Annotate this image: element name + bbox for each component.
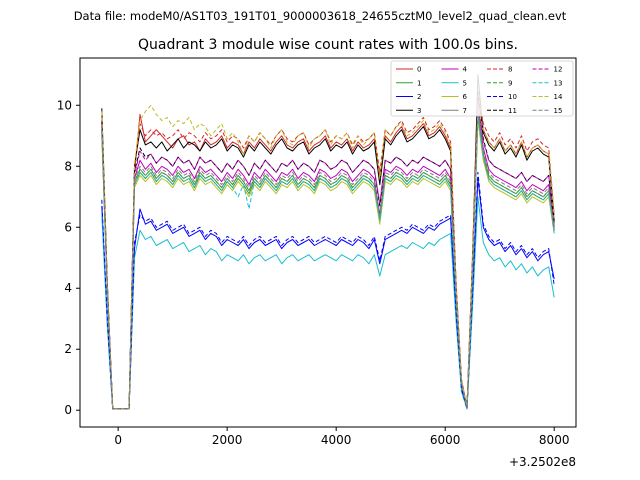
legend-label-5: 5 [463, 79, 467, 87]
y-tick-label-2: 2 [64, 342, 72, 356]
series-line-2 [101, 178, 555, 410]
legend-box [390, 60, 574, 117]
x-axis: 0 2000 4000 6000 8000 [114, 427, 569, 447]
y-tick-label-4: 4 [64, 281, 72, 295]
figure-suptitle: Data file: modeM0/AS1T03_191T01_90000036… [74, 9, 567, 23]
x-tick-label-4000: 4000 [321, 433, 352, 447]
legend-label-6: 6 [463, 93, 468, 101]
legend-label-1: 1 [417, 79, 421, 87]
legend-label-12: 12 [554, 66, 563, 74]
x-offset-label: +3.2502e8 [509, 455, 576, 469]
series-line-13 [101, 117, 555, 410]
legend-label-10: 10 [508, 93, 517, 101]
legend-label-9: 9 [508, 79, 512, 87]
legend-label-13: 13 [554, 79, 563, 87]
x-tick-label-6000: 6000 [430, 433, 461, 447]
legend-label-2: 2 [417, 93, 421, 101]
axes-frame [79, 57, 577, 428]
y-tick-label-8: 8 [64, 159, 72, 173]
x-tick-label-8000: 8000 [539, 433, 570, 447]
series-line-5 [101, 196, 555, 410]
y-tick-label-6: 6 [64, 220, 72, 234]
legend-label-0: 0 [417, 66, 421, 74]
legend-label-15: 15 [554, 107, 563, 115]
y-axis: 0 2 4 6 8 10 [57, 98, 80, 417]
legend-label-8: 8 [508, 66, 512, 74]
legend-label-3: 3 [417, 107, 421, 115]
x-tick-label-2000: 2000 [212, 433, 243, 447]
legend-label-4: 4 [463, 66, 468, 74]
legend-label-7: 7 [463, 107, 467, 115]
chart-title: Quadrant 3 module wise count rates with … [138, 37, 518, 53]
legend-label-11: 11 [508, 107, 517, 115]
legend-label-14: 14 [554, 93, 563, 101]
y-tick-label-10: 10 [57, 98, 72, 112]
x-tick-label-0: 0 [114, 433, 122, 447]
series-line-10 [101, 171, 555, 410]
y-tick-label-0: 0 [64, 403, 72, 417]
